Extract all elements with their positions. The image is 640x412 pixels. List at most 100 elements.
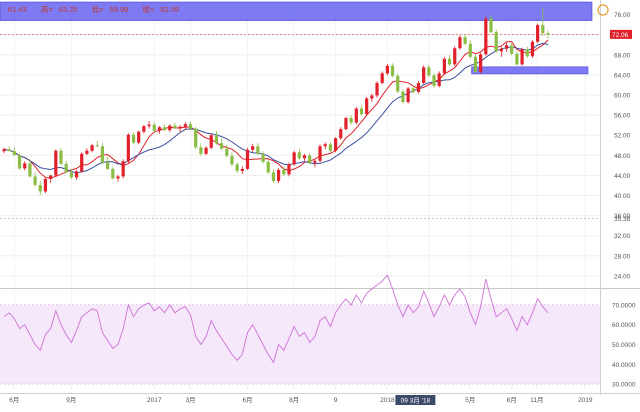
candle-body: [365, 98, 369, 115]
candle-body: [416, 82, 421, 92]
candle-body: [318, 146, 322, 161]
price-tick-label: 44.00: [614, 173, 631, 180]
candle-body: [297, 152, 301, 159]
candle-body: [204, 147, 208, 154]
candle-body: [308, 155, 312, 163]
candle-body: [261, 153, 265, 162]
candle-body: [59, 150, 63, 164]
candle-body: [209, 135, 213, 148]
candle-body: [458, 37, 462, 49]
time-tick-label: 2019: [578, 397, 593, 404]
time-tick-label: 8月: [507, 396, 517, 404]
candle-body: [157, 127, 162, 131]
candle-body: [137, 131, 141, 143]
price-tick-label: 76.00: [614, 12, 631, 19]
candle-body: [49, 175, 53, 179]
candle-body: [313, 160, 317, 163]
candle-body: [95, 145, 99, 147]
candle-body: [354, 108, 358, 123]
candle-body: [432, 75, 436, 86]
candle-body: [282, 169, 286, 175]
rsi-tick-label: 70.0000: [612, 302, 636, 309]
price-tick-label: 64.00: [614, 72, 631, 79]
candle-body: [349, 118, 353, 123]
price-tick-label: 56.00: [614, 113, 631, 120]
ohlc-high: 高= 63.25: [40, 5, 78, 14]
time-tick-label: 2018: [380, 397, 395, 404]
candle-body: [276, 169, 281, 181]
candle-body: [194, 128, 198, 148]
ma-slow-line: [3, 42, 549, 174]
price-tick-label: 60.00: [614, 92, 631, 99]
rsi-tick-label: 40.0000: [612, 362, 636, 369]
candle-body: [292, 152, 296, 165]
rsi-tick-label: 30.0000: [612, 382, 636, 389]
candle-body: [422, 67, 426, 83]
price-tick-label: 52.00: [614, 133, 631, 140]
candle-body: [240, 168, 244, 171]
candle-body: [344, 118, 348, 130]
support-resistance-zone: [0, 1, 593, 21]
candle-body: [510, 45, 514, 54]
candle-body: [199, 147, 203, 154]
candle-body: [499, 48, 503, 52]
candle-body: [17, 155, 22, 169]
candle-body: [473, 56, 478, 72]
candle-body: [468, 43, 472, 57]
candle-body: [447, 58, 452, 65]
candle-body: [152, 124, 156, 131]
price-tick-label: 32.00: [614, 233, 631, 240]
candle-body: [484, 18, 488, 55]
candle-body: [463, 37, 467, 44]
candle-body: [271, 172, 276, 181]
candle-body: [214, 135, 219, 144]
price-tick-label: 24.00: [614, 273, 631, 280]
ohlc-open: 61.43: [8, 5, 27, 14]
candle-body: [375, 82, 379, 96]
candle-body: [225, 148, 229, 156]
candle-body: [163, 127, 167, 131]
candle-body: [287, 164, 291, 175]
candle-body: [251, 146, 255, 150]
candle-body: [359, 108, 364, 115]
candle-body: [525, 49, 529, 57]
time-tick-label: 6月: [242, 396, 252, 404]
last-price-badge: [610, 29, 632, 39]
candle-body: [69, 172, 73, 178]
candle-body: [188, 124, 193, 129]
candle-body: [33, 176, 37, 185]
candle-body: [401, 91, 405, 103]
candle-body: [100, 146, 105, 163]
candle-body: [370, 95, 374, 99]
candle-body: [427, 67, 431, 76]
candle-body: [437, 73, 441, 86]
price-tick-label: 48.00: [614, 153, 631, 160]
candle-body: [131, 134, 136, 143]
candle-body: [23, 163, 27, 169]
candle-body: [230, 155, 234, 165]
candle-body: [147, 124, 151, 127]
rsi-tick-label: 60.0000: [612, 322, 636, 329]
candle-body: [494, 32, 498, 52]
candle-body: [396, 75, 400, 92]
ohlc-low: 低= 59.99: [91, 5, 129, 14]
settings-gear-icon[interactable]: [597, 4, 609, 16]
rsi-tick-label: 50.0000: [612, 342, 636, 349]
candle-body: [106, 162, 110, 169]
candle-body: [520, 49, 524, 65]
candle-body: [80, 153, 84, 172]
candle-body: [121, 161, 125, 177]
candle-body: [85, 150, 89, 154]
candle-body: [74, 171, 79, 178]
support-resistance-zone: [471, 66, 589, 75]
time-tick-label: 9月: [66, 396, 76, 404]
candle-body: [489, 18, 493, 33]
candle-body: [339, 129, 343, 139]
candle-body: [2, 149, 6, 152]
candle-body: [536, 25, 540, 42]
price-tick-label: 40.00: [614, 193, 631, 200]
candle-body: [111, 168, 115, 179]
